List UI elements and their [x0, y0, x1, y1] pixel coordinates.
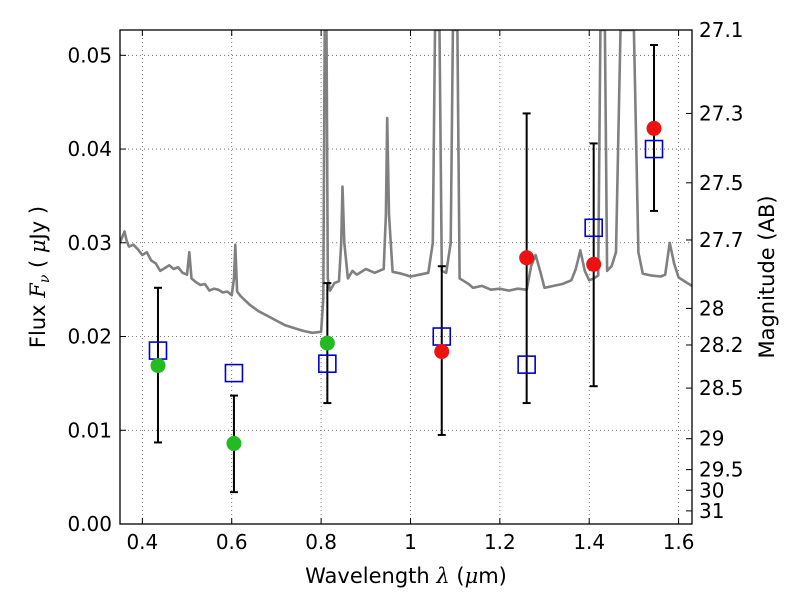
mag-tick-label: 31 — [699, 499, 724, 523]
y-tick-label: 0.00 — [67, 512, 112, 536]
upper-limit-point — [646, 120, 662, 136]
x-tick-label: 0.8 — [305, 530, 337, 554]
x-tick-label: 0.6 — [216, 530, 248, 554]
data-markers — [148, 120, 664, 451]
mag-tick-label: 29 — [699, 427, 724, 451]
detection-point — [150, 358, 166, 374]
model-photometry-square — [644, 139, 664, 159]
y-tick-label: 0.05 — [67, 43, 112, 67]
y-tick-label: 0.03 — [67, 231, 112, 255]
model-photometry-square — [517, 355, 536, 374]
detection-point — [319, 335, 335, 351]
mag-tick-label: 30 — [699, 478, 724, 502]
mag-tick-label: 28 — [699, 296, 724, 320]
x-tick-label: 1 — [404, 530, 417, 554]
x-tick-label: 1.2 — [484, 530, 516, 554]
axis-ticks: 0.4 0.6 0.8 1 1.2 1.4 1.6 0.00 0.01 0.02 0.03 0.04 0… — [67, 18, 743, 554]
upper-limit-point — [434, 344, 450, 360]
y-axis-right-label: Magnitude (AB) — [755, 195, 779, 358]
y-tick-label: 0.02 — [67, 325, 112, 349]
mag-tick-label: 29.5 — [699, 458, 744, 482]
x-tick-label: 1.4 — [573, 530, 605, 554]
upper-limit-point — [586, 256, 602, 272]
plot-frame — [119, 29, 693, 525]
x-tick-label: 1.6 — [663, 530, 695, 554]
upper-limit-point — [519, 250, 535, 266]
model-spectrum — [120, 30, 692, 335]
mag-tick-label: 27.1 — [699, 18, 744, 42]
model-photometry-square — [224, 363, 244, 383]
mag-tick-label: 28.2 — [699, 333, 744, 357]
mag-tick-label: 27.7 — [699, 228, 744, 252]
model-photometry-square — [318, 354, 337, 374]
x-tick-label: 0.4 — [126, 530, 158, 554]
mag-tick-label: 27.3 — [699, 101, 744, 125]
error-bars — [153, 43, 659, 494]
mag-tick-label: 28.5 — [699, 376, 744, 400]
detection-point — [226, 435, 242, 451]
x-axis-label: Wavelength λ (μm) — [305, 564, 507, 588]
spectrum-line — [120, 30, 692, 335]
y-axis-label: Flux Fν ( μJy ) — [26, 206, 53, 348]
mag-tick-label: 27.5 — [699, 171, 744, 195]
model-photometry-square — [584, 218, 603, 238]
y-tick-label: 0.01 — [67, 418, 112, 442]
y-tick-label: 0.04 — [67, 137, 112, 161]
